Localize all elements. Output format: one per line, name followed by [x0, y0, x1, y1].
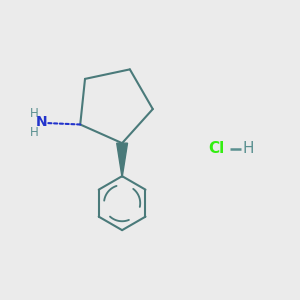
Text: H: H	[30, 107, 39, 120]
Text: H: H	[243, 141, 254, 156]
Text: N: N	[35, 115, 47, 129]
Text: H: H	[30, 126, 39, 139]
Polygon shape	[117, 143, 128, 178]
Text: Cl: Cl	[208, 141, 225, 156]
